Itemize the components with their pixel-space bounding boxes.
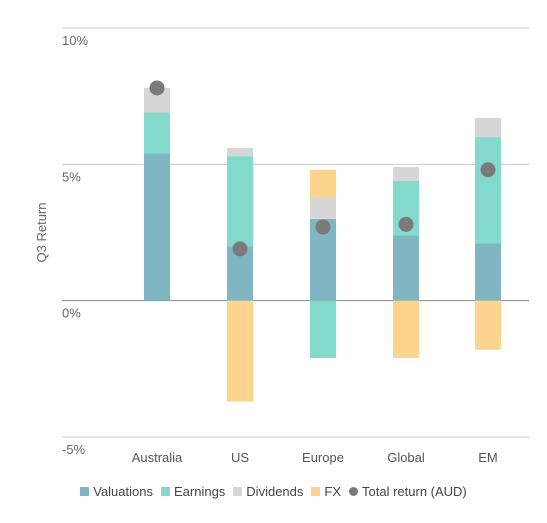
category-labels: Australia US Europe Global EM (132, 450, 498, 465)
category-label: Australia (132, 450, 183, 465)
legend-label: Dividends (246, 483, 304, 499)
bar-earnings-us (227, 156, 253, 247)
y-tick-label: 5% (62, 169, 81, 184)
bar-valuations-australia (144, 153, 170, 301)
y-tick-label: 10% (62, 33, 88, 48)
bar-earnings-europe (310, 300, 336, 358)
legend-item: Valuations (80, 484, 153, 499)
bar-earnings-em (475, 137, 501, 244)
legend-swatch (233, 486, 243, 496)
legend-swatch (80, 486, 90, 496)
category-label: Europe (302, 450, 344, 465)
legend-item: Dividends (233, 484, 303, 499)
legend: Valuations Earnings Dividends FX Total retur… (0, 480, 547, 502)
bar-dividends-europe (310, 197, 336, 219)
legend-dot-marker (349, 486, 359, 496)
bar-fx-global (393, 300, 419, 358)
bar-dividends-us (227, 147, 253, 157)
bar-fx-us (227, 300, 253, 402)
legend-item: FX (311, 484, 341, 499)
legend-label: FX (324, 483, 342, 499)
category-label: US (231, 450, 249, 465)
stacked-bar-chart: -5% 0% 5% 10% Australia US Europe Global EM Q3 … (34, 27, 529, 465)
total-return-dot-europe (315, 219, 331, 235)
total-return-dot-global (398, 216, 414, 232)
total-return-dot-em (480, 162, 496, 178)
bar-dividends-em (475, 117, 501, 138)
legend-item: Earnings (160, 483, 226, 499)
bar-dividends-global (393, 167, 419, 181)
total-return-dot-us (232, 241, 248, 257)
y-tick-label: -5% (62, 442, 86, 457)
legend-swatch (311, 486, 321, 496)
total-return-dots (149, 80, 496, 257)
bars (144, 87, 501, 402)
y-tick-labels: -5% 0% 5% 10% (62, 33, 88, 457)
legend-label: Total return (AUD) (362, 483, 467, 499)
y-axis-label: Q3 Return (34, 203, 49, 263)
category-label: EM (478, 450, 498, 465)
gridlines (62, 27, 529, 438)
bar-fx-em (475, 300, 501, 350)
legend-label: Earnings (173, 483, 226, 499)
category-label: Global (387, 450, 425, 465)
legend-swatch (160, 486, 170, 496)
bar-earnings-australia (144, 112, 170, 154)
bar-fx-europe (310, 169, 336, 198)
bar-valuations-global (393, 235, 419, 301)
bar-valuations-em (475, 243, 501, 301)
total-return-dot-australia (149, 80, 165, 96)
y-tick-label: 0% (62, 306, 81, 321)
legend-label: Valuations (93, 483, 153, 499)
legend-item: Total return (AUD) (349, 484, 467, 499)
